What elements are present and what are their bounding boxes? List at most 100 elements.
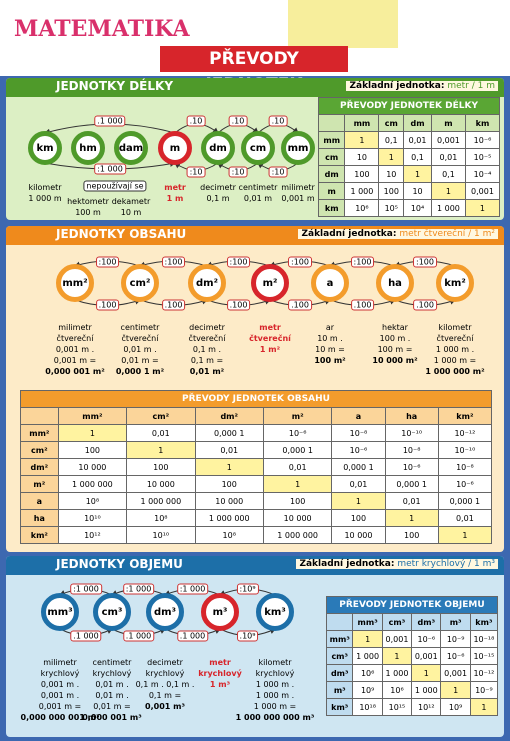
table-cell: 10⁻⁹ (440, 630, 471, 648)
description-line: 1 000 m . (255, 680, 295, 689)
description-line: decimetr (200, 183, 236, 192)
table-cell: 10⁻⁶ (437, 475, 493, 493)
description-line: 0,000 000 001 m³ (20, 713, 100, 722)
table-cell: 100 (378, 182, 405, 200)
description-line: 1 m³ (209, 680, 231, 689)
description-line: 10 m = (315, 345, 345, 354)
section-header: JEDNOTKY DÉLKY Základní jednotka: metr / … (6, 78, 504, 97)
unit-description: centimetr 0,01 m (239, 182, 278, 204)
description-line: čtvereční (56, 334, 94, 343)
table-row: m² 1 000 000 10 000 100 1 0,01 0,000 1 10⁻⁶ (20, 475, 493, 493)
description-line: 0,1 m (206, 194, 230, 203)
conversion-label: .1 000 (176, 630, 209, 642)
table-cell: 10¹⁵ (381, 698, 413, 716)
table-header-row: mm cm dm m km (317, 114, 501, 132)
table-corner (325, 613, 354, 631)
unit-description: metr 1 m (164, 182, 186, 204)
description-line: metr (164, 183, 186, 192)
unit-circle: dam (114, 131, 148, 165)
column-header: mm² (57, 407, 128, 425)
table-cell: 10⁻⁶ (440, 647, 471, 665)
table-cell: 0,1 (430, 165, 466, 183)
description-line: 0,001 m . (40, 680, 80, 689)
conversion-label: .100 (161, 299, 186, 311)
table-cell: 1 (384, 509, 439, 527)
description-line: 0,01 m = (121, 356, 159, 365)
row-header: cm² (20, 441, 59, 459)
table-cell: 1 (403, 165, 432, 183)
table-cell: 10¹⁸ (352, 698, 383, 716)
table-cell: 0,001 (440, 664, 471, 682)
table-cell: 10⁻⁶ (464, 131, 501, 149)
description-line: 100 m (75, 208, 101, 217)
unit-description: decimetr 0,1 m (200, 182, 236, 204)
section-title: JEDNOTKY DÉLKY (56, 79, 174, 93)
table-cell: 10⁻⁶ (331, 441, 386, 459)
description-line: 1 000 m = (433, 356, 477, 365)
unit-circle: cm (241, 131, 275, 165)
row-header: mm² (20, 424, 59, 442)
description-line: 0,001 m = (53, 356, 97, 365)
table-cell: 1 (430, 182, 466, 200)
sticky-note (288, 0, 398, 48)
unit-circle: cm² (121, 264, 159, 302)
row-header: mm³ (325, 630, 354, 648)
description-line: hektometr (67, 197, 109, 206)
conversion-label: .10⁹ (236, 630, 259, 642)
conversion-label: :100 (413, 256, 437, 268)
conversion-label: :1 000 (70, 583, 102, 595)
unit-circle: m (158, 131, 192, 165)
base-label: Základní jednotka: (349, 81, 445, 91)
table-cell: 1 000 (411, 681, 442, 699)
table-cell: 0,000 1 (437, 492, 493, 510)
table-cell: 1 (440, 681, 471, 699)
table-cell: 100 (384, 526, 439, 544)
row-header: km² (20, 526, 59, 544)
row-header: m³ (325, 681, 354, 699)
base-unit: Základní jednotka: metr / 1 m (346, 81, 498, 91)
table-cell: 10⁸ (126, 509, 196, 527)
table-cell: 100 (331, 509, 386, 527)
conversion-label: :100 (288, 256, 312, 268)
description-line: 0,01 m . (95, 691, 129, 700)
table-row: a 10⁸ 1 000 000 10 000 100 1 0,01 0,000 1 (20, 492, 493, 510)
description-line: 1 000 000 m² (425, 367, 485, 376)
table-corner (20, 407, 59, 425)
unit-description: centimetr čtvereční 0,01 m . 0,01 m = 0,000 … (116, 322, 164, 377)
table-cell: 1 000 (381, 664, 413, 682)
table-cell: 1 000 (352, 647, 383, 665)
table-cell: 10⁻¹⁰ (384, 424, 439, 442)
table-cell: 1 (464, 199, 501, 217)
table-row: ha 10¹⁰ 10⁸ 1 000 000 10 000 100 1 0,01 (20, 509, 493, 527)
table-cell: 10⁸ (57, 492, 128, 510)
conversion-label: :100 (95, 256, 120, 268)
column-header: a (331, 407, 386, 425)
table-cell: 0,01 (403, 131, 432, 149)
table-cell: 10⁴ (403, 199, 432, 217)
description-line: metr (209, 658, 231, 667)
table-cell: 0,000 1 (262, 441, 333, 459)
table-cell: 10¹² (411, 698, 442, 716)
table-cell: 1 (57, 424, 128, 442)
conversion-label: :100 (350, 256, 375, 268)
unit-description: milimetr čtvereční 0,001 m . 0,001 m = 0,000… (45, 322, 104, 377)
table-cell: 0,001 (464, 182, 501, 200)
description-line: 100 m . (379, 334, 411, 343)
description-line: 100 m² (314, 356, 346, 365)
unit-description: hektometr 100 m (67, 196, 109, 218)
conversion-label: :100 (226, 256, 251, 268)
description-line: 10 m (120, 208, 142, 217)
table-cell: 0,01 (384, 492, 439, 510)
unit-circle: mm² (56, 264, 94, 302)
conversion-table: PŘEVODY JEDNOTEK OBJEMU mm³ cm³ dm³ m³ km³ mm³… (325, 596, 499, 716)
row-header: dm (317, 165, 346, 183)
conversion-label: .10 (228, 115, 248, 127)
conversion-label: .1 000 (94, 115, 126, 127)
column-header: ha (384, 407, 439, 425)
table-cell: 10⁻⁶ (262, 424, 333, 442)
table-cell: 10 000 (262, 509, 333, 527)
table-row: m³ 10⁹ 10⁶ 1 000 1 10⁻⁹ (325, 681, 499, 699)
table-cell: 1 000 000 (194, 509, 264, 527)
table-row: km³ 10¹⁸ 10¹⁵ 10¹² 10⁹ 1 (325, 698, 499, 716)
